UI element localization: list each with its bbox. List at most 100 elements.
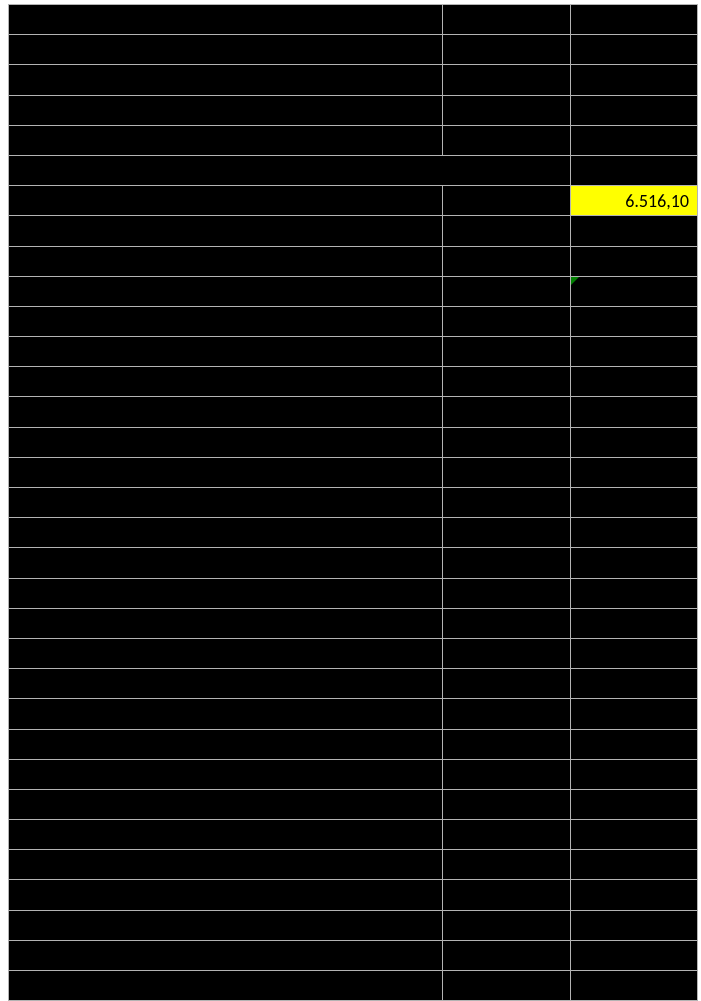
cell[interactable] (9, 608, 443, 638)
cell[interactable] (571, 155, 698, 185)
cell[interactable] (9, 5, 443, 35)
cell[interactable] (443, 125, 571, 155)
cell[interactable] (443, 578, 571, 608)
cell[interactable] (571, 337, 698, 367)
cell[interactable] (571, 880, 698, 910)
cell[interactable] (443, 5, 571, 35)
cell[interactable] (571, 95, 698, 125)
cell[interactable] (443, 518, 571, 548)
cell[interactable] (9, 488, 443, 518)
merged-cell[interactable] (9, 155, 571, 185)
cell[interactable] (571, 940, 698, 970)
cell[interactable] (443, 880, 571, 910)
cell[interactable] (9, 427, 443, 457)
table-row (9, 729, 698, 759)
cell[interactable] (571, 246, 698, 276)
cell[interactable] (571, 608, 698, 638)
cell[interactable] (571, 306, 698, 336)
cell[interactable] (571, 216, 698, 246)
cell[interactable] (571, 65, 698, 95)
cell[interactable] (571, 367, 698, 397)
cell[interactable] (9, 246, 443, 276)
cell[interactable] (443, 65, 571, 95)
cell[interactable] (571, 669, 698, 699)
cell[interactable] (571, 910, 698, 940)
cell[interactable] (571, 850, 698, 880)
cell[interactable] (9, 186, 443, 216)
cell[interactable] (9, 367, 443, 397)
cell[interactable] (443, 699, 571, 729)
cell[interactable] (571, 548, 698, 578)
cell[interactable] (443, 789, 571, 819)
cell[interactable] (443, 186, 571, 216)
cell[interactable] (443, 910, 571, 940)
cell[interactable] (443, 427, 571, 457)
cell[interactable] (9, 125, 443, 155)
cell[interactable] (9, 759, 443, 789)
cell[interactable] (443, 397, 571, 427)
cell[interactable] (9, 910, 443, 940)
cell[interactable] (443, 759, 571, 789)
cell[interactable] (443, 306, 571, 336)
cell[interactable] (571, 971, 698, 1001)
cell[interactable] (443, 35, 571, 65)
cell[interactable] (443, 548, 571, 578)
cell[interactable] (9, 880, 443, 910)
cell[interactable] (9, 850, 443, 880)
cell[interactable] (571, 578, 698, 608)
cell[interactable] (9, 971, 443, 1001)
cell[interactable] (571, 518, 698, 548)
cell[interactable] (571, 427, 698, 457)
cell[interactable] (443, 850, 571, 880)
cell[interactable] (443, 729, 571, 759)
cell[interactable] (443, 488, 571, 518)
cell[interactable] (443, 457, 571, 487)
cell[interactable] (443, 337, 571, 367)
cell[interactable] (571, 729, 698, 759)
cell[interactable] (443, 669, 571, 699)
cell[interactable] (9, 548, 443, 578)
cell[interactable] (443, 367, 571, 397)
cell[interactable] (9, 518, 443, 548)
cell[interactable] (571, 35, 698, 65)
cell[interactable] (443, 820, 571, 850)
cell[interactable] (571, 699, 698, 729)
cell[interactable] (571, 820, 698, 850)
cell[interactable] (9, 940, 443, 970)
cell[interactable] (443, 608, 571, 638)
cell[interactable] (9, 95, 443, 125)
cell[interactable] (9, 397, 443, 427)
cell[interactable] (571, 457, 698, 487)
cell[interactable] (9, 820, 443, 850)
cell[interactable] (9, 789, 443, 819)
cell[interactable] (9, 457, 443, 487)
cell[interactable] (571, 397, 698, 427)
cell[interactable] (571, 125, 698, 155)
table-row (9, 306, 698, 336)
cell[interactable] (9, 578, 443, 608)
cell[interactable] (9, 337, 443, 367)
cell[interactable] (9, 699, 443, 729)
cell[interactable] (571, 759, 698, 789)
cell[interactable] (443, 216, 571, 246)
cell[interactable] (443, 95, 571, 125)
cell[interactable] (443, 638, 571, 668)
cell[interactable] (443, 246, 571, 276)
cell[interactable] (443, 971, 571, 1001)
cell[interactable] (571, 789, 698, 819)
highlighted-value-cell[interactable]: 6.516,10 (571, 186, 698, 216)
cell[interactable] (443, 276, 571, 306)
cell[interactable] (9, 35, 443, 65)
cell[interactable] (9, 638, 443, 668)
cell-with-comment-marker[interactable] (571, 276, 698, 306)
cell[interactable] (9, 306, 443, 336)
cell[interactable] (9, 729, 443, 759)
cell[interactable] (9, 276, 443, 306)
cell[interactable] (571, 5, 698, 35)
cell[interactable] (571, 488, 698, 518)
cell[interactable] (571, 638, 698, 668)
cell[interactable] (9, 65, 443, 95)
cell[interactable] (443, 940, 571, 970)
cell[interactable] (9, 216, 443, 246)
cell[interactable] (9, 669, 443, 699)
